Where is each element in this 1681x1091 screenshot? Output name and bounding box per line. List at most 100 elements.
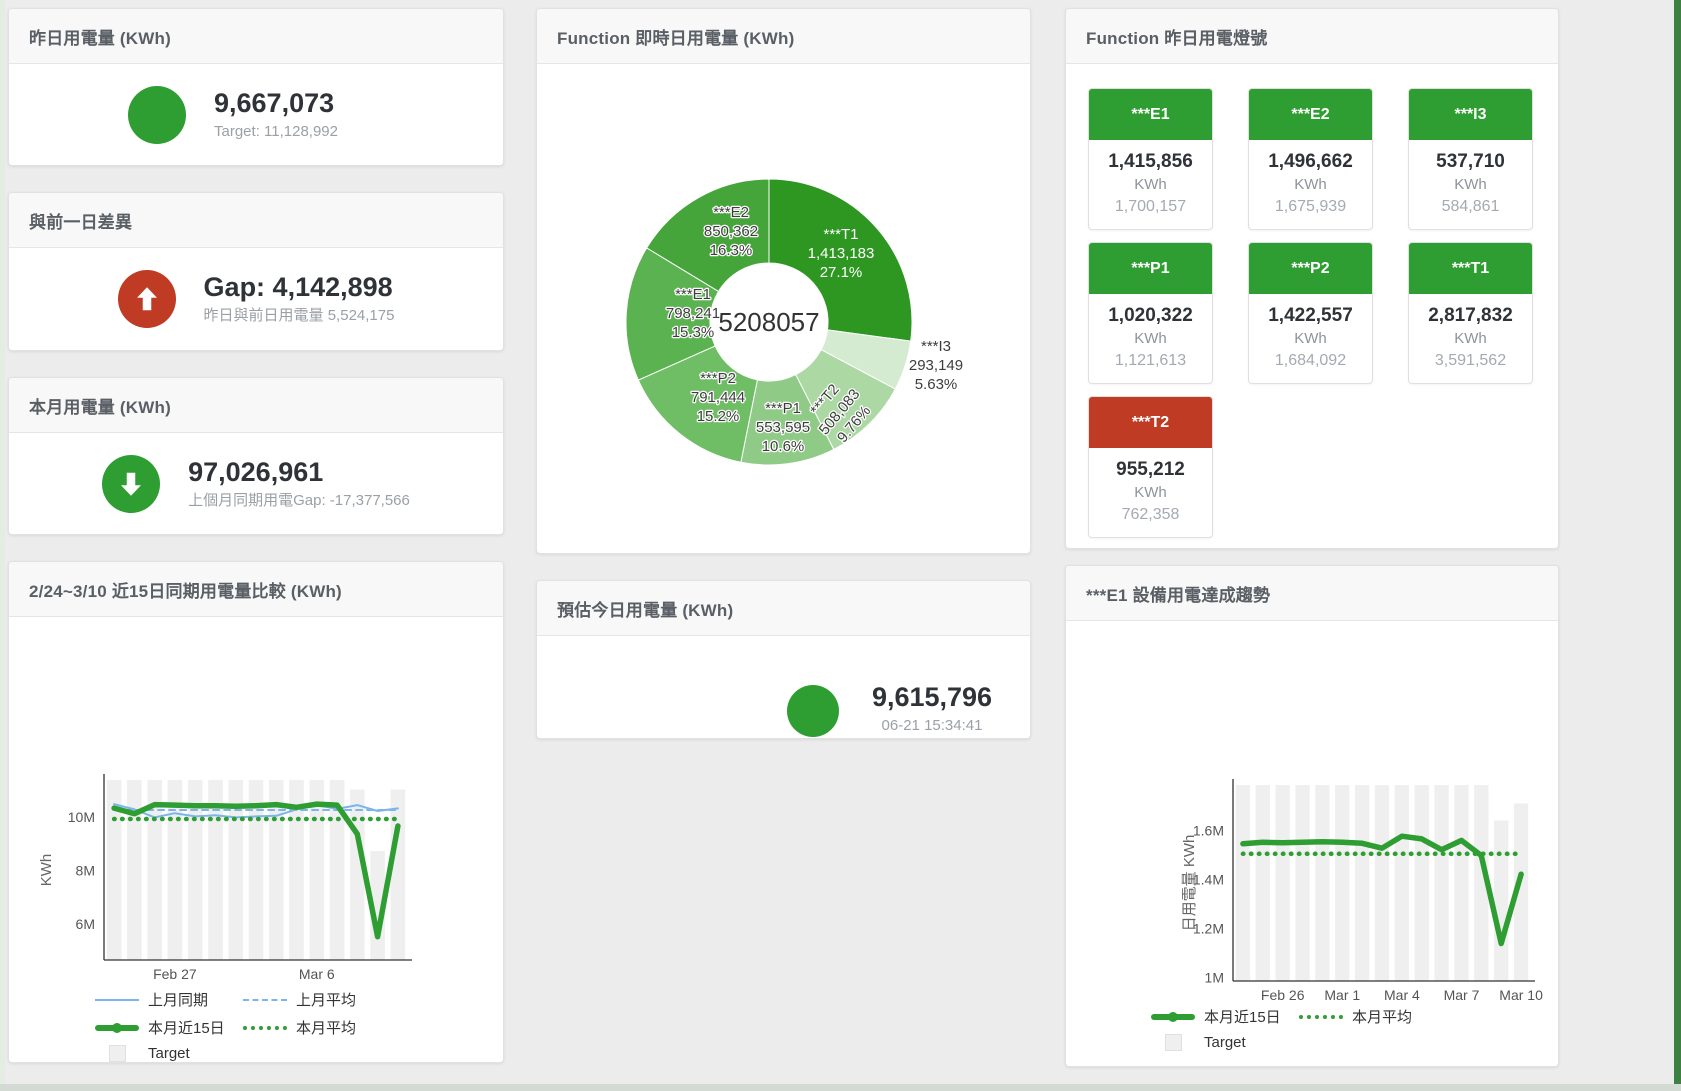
light-tile-p2: ***P2 1,422,557 KWh 1,684,092 bbox=[1248, 242, 1373, 384]
e1-chart-legend: 本月近15日 本月平均 Target bbox=[1151, 1006, 1412, 1058]
card-header: Function 昨日用電燈號 bbox=[1066, 9, 1558, 64]
dotted-line-sample-icon bbox=[1299, 1014, 1343, 1019]
donut-body: ***T1 1,413,183 27.1% ***I3 293,149 5.63% ***T… bbox=[537, 64, 1030, 552]
tile-target: 1,121,613 bbox=[1114, 352, 1187, 369]
svg-text:日用電量 KWh: 日用電量 KWh bbox=[1181, 835, 1198, 932]
card-yesterday-usage: 昨日用電量 (KWh) 9,667,073 Target: 11,128,992 bbox=[8, 8, 504, 166]
thick-line-sample-icon bbox=[1151, 1011, 1195, 1022]
kpi-subtitle: 昨日與前日用電量 5,524,175 bbox=[203, 307, 395, 324]
kpi-body: Gap: 4,142,898 昨日與前日用電量 5,524,175 bbox=[9, 248, 503, 349]
kpi-body: 9,667,073 Target: 11,128,992 bbox=[9, 64, 503, 165]
dotted-line-sample-icon bbox=[243, 1025, 287, 1030]
kpi-subtitle: Target: 11,128,992 bbox=[214, 123, 338, 140]
light-tile-e2: ***E2 1,496,662 KWh 1,675,939 bbox=[1248, 88, 1373, 230]
kpi-value: 9,615,796 bbox=[871, 682, 993, 712]
e1-chart-body: 1M 1.2M 1.4M 1.6M Feb 26 Mar 1 Mar 4 Mar 7 Mar 1… bbox=[1066, 621, 1558, 1067]
svg-text:8M: 8M bbox=[76, 862, 95, 878]
svg-text:5208057: 5208057 bbox=[718, 307, 819, 337]
arrow-up-icon bbox=[117, 270, 176, 328]
legend-label: 本月平均 bbox=[296, 1020, 357, 1037]
tile-value: 1,415,856 bbox=[1108, 151, 1193, 172]
page-left-edge bbox=[0, 0, 5, 1091]
tile-header: ***E2 bbox=[1249, 89, 1372, 140]
card-day-gap: 與前一日差異 Gap: 4,142,898 昨日與前日用電量 5,524,175 bbox=[8, 192, 504, 351]
legend-label: Target bbox=[1204, 1034, 1246, 1051]
tile-unit: KWh bbox=[1134, 484, 1167, 501]
legend-label: 本月近15日 bbox=[1204, 1009, 1281, 1026]
legend-item[interactable]: 本月平均 bbox=[243, 1017, 356, 1038]
legend-item[interactable]: 上月平均 bbox=[243, 989, 356, 1010]
card-header: Function 即時日用電量 (KWh) bbox=[537, 9, 1030, 64]
light-tile-i3: ***I3 537,710 KWh 584,861 bbox=[1408, 88, 1533, 230]
circle-icon bbox=[128, 86, 186, 144]
svg-text:Feb 26: Feb 26 bbox=[1261, 987, 1305, 1003]
compare-chart-legend: 上月同期 上月平均 本月近15日 本月平均 Target bbox=[95, 989, 356, 1069]
bar-sample-icon bbox=[95, 1045, 139, 1062]
card-e1-trend: ***E1 設備用電達成趨勢 1M 1.2M 1.4M 1.6M Feb 26 Mar 1… bbox=[1065, 565, 1559, 1067]
tile-target: 1,684,092 bbox=[1274, 352, 1347, 369]
page-bottom-edge bbox=[0, 1084, 1681, 1091]
compare-chart[interactable]: 6M 8M 10M Feb 27 Mar 6 KWh bbox=[9, 617, 501, 1063]
svg-text:Mar 7: Mar 7 bbox=[1444, 987, 1480, 1003]
tile-value: 1,422,557 bbox=[1268, 305, 1353, 326]
thick-line-sample-icon bbox=[95, 1022, 139, 1033]
lights-grid: ***E1 1,415,856 KWh 1,700,157 ***E2 1,49… bbox=[1066, 64, 1558, 538]
donut-chart[interactable]: ***T1 1,413,183 27.1%***I3 293,149 5.63%***T… bbox=[537, 64, 1028, 552]
kpi-subtitle: 06-21 15:34:41 bbox=[881, 717, 983, 734]
legend-label: 本月近15日 bbox=[148, 1020, 225, 1037]
e1-trend-chart[interactable]: 1M 1.2M 1.4M 1.6M Feb 26 Mar 1 Mar 4 Mar 7 Mar 1… bbox=[1066, 621, 1556, 1067]
card-header: 本月用電量 (KWh) bbox=[9, 378, 503, 433]
tile-header: ***T2 bbox=[1089, 397, 1212, 448]
compare-chart-body: 6M 8M 10M Feb 27 Mar 6 KWh 上月同期 上月平均 本月近15日 本… bbox=[9, 617, 503, 1063]
card-header: 與前一日差異 bbox=[9, 193, 503, 248]
bar-sample-icon bbox=[1151, 1034, 1195, 1051]
tile-target: 1,700,157 bbox=[1114, 198, 1187, 215]
legend-label: Target bbox=[148, 1045, 190, 1062]
tile-unit: KWh bbox=[1454, 330, 1487, 347]
tile-unit: KWh bbox=[1294, 176, 1327, 193]
svg-text:Mar 1: Mar 1 bbox=[1324, 987, 1360, 1003]
card-yesterday-lights: Function 昨日用電燈號 ***E1 1,415,856 KWh 1,70… bbox=[1065, 8, 1559, 549]
kpi-value: 9,667,073 bbox=[214, 88, 335, 118]
kpi-body: 9,615,796 06-21 15:34:41 bbox=[537, 636, 1030, 737]
card-title: 2/24~3/10 近15日同期用電量比較 (KWh) bbox=[29, 581, 342, 601]
dashed-line-sample-icon bbox=[243, 998, 287, 1001]
svg-text:6M: 6M bbox=[76, 916, 95, 932]
tile-value: 2,817,832 bbox=[1428, 305, 1513, 326]
svg-text:1M: 1M bbox=[1205, 969, 1224, 985]
legend-item[interactable]: 本月平均 bbox=[1299, 1006, 1412, 1027]
tile-target: 3,591,562 bbox=[1434, 352, 1507, 369]
tile-header: ***E1 bbox=[1089, 89, 1212, 140]
tile-unit: KWh bbox=[1294, 330, 1327, 347]
card-realtime-donut: Function 即時日用電量 (KWh) ***T1 1,413,183 27.1… bbox=[536, 8, 1031, 554]
card-title: 與前一日差異 bbox=[29, 212, 133, 232]
legend-item[interactable]: 本月近15日 bbox=[1151, 1006, 1299, 1027]
light-tile-e1: ***E1 1,415,856 KWh 1,700,157 bbox=[1088, 88, 1213, 230]
page-right-edge-strip bbox=[1674, 0, 1681, 1091]
card-title: 預估今日用電量 (KWh) bbox=[557, 600, 734, 620]
svg-text:1.2M: 1.2M bbox=[1193, 920, 1224, 936]
card-title: 昨日用電量 (KWh) bbox=[29, 28, 171, 48]
circle-icon bbox=[787, 685, 839, 737]
legend-label: 上月平均 bbox=[296, 992, 357, 1009]
tile-header: ***P1 bbox=[1089, 243, 1212, 294]
tile-header: ***T1 bbox=[1409, 243, 1532, 294]
tile-unit: KWh bbox=[1134, 330, 1167, 347]
legend-item[interactable]: 本月近15日 bbox=[95, 1017, 243, 1038]
tile-target: 1,675,939 bbox=[1274, 198, 1347, 215]
tile-header: ***P2 bbox=[1249, 243, 1372, 294]
svg-text:Feb 27: Feb 27 bbox=[153, 966, 197, 982]
svg-text:Mar 10: Mar 10 bbox=[1499, 987, 1543, 1003]
svg-text:Mar 6: Mar 6 bbox=[299, 966, 335, 982]
tile-value: 955,212 bbox=[1116, 459, 1185, 480]
svg-text:Mar 4: Mar 4 bbox=[1384, 987, 1420, 1003]
tile-value: 1,496,662 bbox=[1268, 151, 1353, 172]
legend-item[interactable]: 上月同期 bbox=[95, 989, 243, 1010]
svg-text:1.4M: 1.4M bbox=[1193, 871, 1224, 887]
legend-item[interactable]: Target bbox=[95, 1045, 190, 1062]
legend-item[interactable]: Target bbox=[1151, 1034, 1246, 1051]
